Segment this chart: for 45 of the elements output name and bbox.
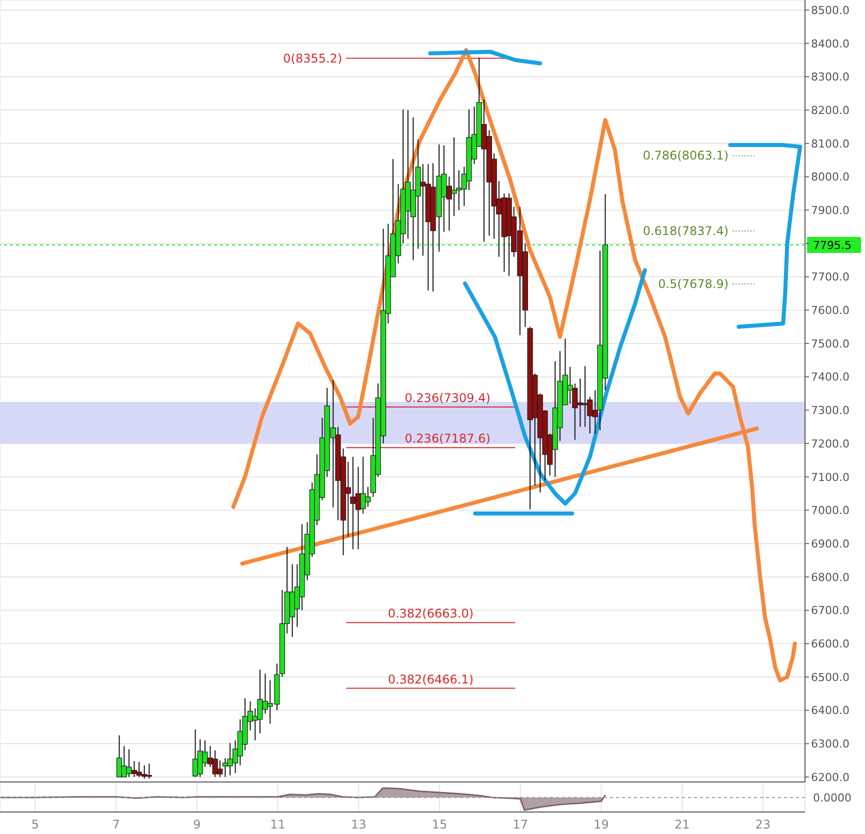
x-tick-label: 15 (432, 818, 448, 832)
x-tick-label: 21 (674, 818, 690, 832)
y-tick-label: 7200.0 (811, 437, 850, 450)
ref-line-label: 0.618(7837.4) (642, 224, 729, 238)
y-tick-label: 7400.0 (811, 370, 850, 384)
y-tick-label: 6300.0 (811, 738, 850, 751)
ref-line-label: 0.5(7678.9) (658, 276, 729, 291)
line-series (728, 143, 802, 329)
line-series (428, 50, 542, 66)
ref-line-label: 0.236(7309.4) (404, 391, 490, 406)
y-tick-label: 7600.0 (811, 304, 850, 318)
y-tick-label: 6400.0 (811, 704, 850, 718)
x-tick-label: 19 (594, 818, 609, 832)
y-tick-label: 7500.0 (811, 337, 850, 350)
y-tick-label: 6500.0 (811, 670, 850, 684)
x-tick-label: 7 (112, 818, 120, 832)
y-tick-label: 6600.0 (811, 638, 850, 651)
y-tick-label: 7100.0 (811, 470, 850, 484)
y-tick-label: 8100.0 (811, 137, 850, 150)
x-tick-label: 13 (350, 818, 366, 832)
ref-line-label: 0.236(7187.6) (404, 432, 490, 446)
ref-line-label: 0(8355.2) (283, 51, 342, 66)
y-tick-label: 7300.0 (811, 404, 850, 418)
y-tick-label: 8200.0 (811, 104, 850, 117)
x-tick-label: 9 (193, 818, 201, 832)
x-tick-label: 23 (755, 818, 771, 832)
ref-line-label: 0.0000 (813, 792, 852, 804)
y-tick-label: 7700.0 (811, 270, 850, 284)
y-tick-label: 6900.0 (811, 537, 850, 550)
y-tick-label: 6700.0 (811, 604, 850, 618)
x-tick-label: 11 (270, 818, 286, 832)
ref-line-label: 0.382(6466.1) (388, 672, 474, 686)
y-tick-label: 8500.0 (811, 4, 850, 17)
ref-line-label: 7795.5 (813, 238, 852, 252)
y-tick-label: 6200.0 (811, 770, 850, 784)
y-tick-label: 8300.0 (811, 70, 850, 84)
y-tick-label: 7000.0 (811, 504, 850, 518)
y-tick-label: 7900.0 (811, 204, 850, 217)
y-tick-label: 8400.0 (811, 37, 850, 50)
x-tick-label: 17 (512, 818, 528, 832)
ref-line-label: 0.786(8063.1) (642, 148, 729, 163)
x-tick-label: 5 (31, 818, 39, 832)
ref-line-label: 0.382(6663.0) (388, 606, 474, 621)
y-tick-label: 8000.0 (811, 170, 850, 184)
y-tick-label: 6800.0 (811, 570, 850, 584)
